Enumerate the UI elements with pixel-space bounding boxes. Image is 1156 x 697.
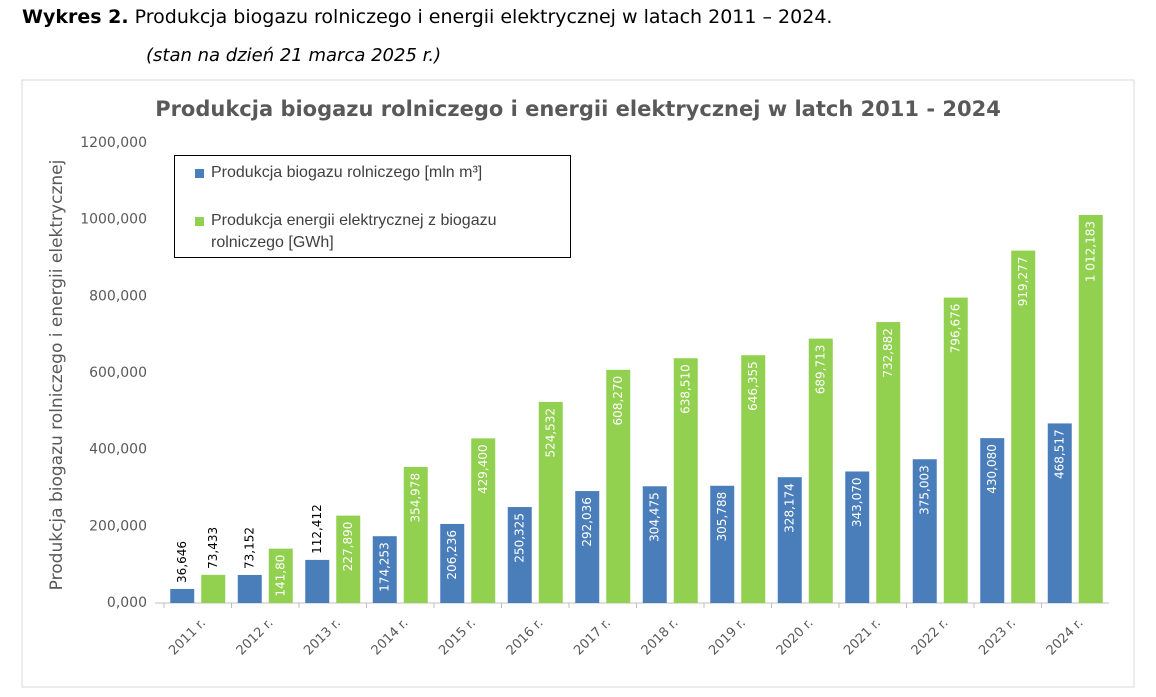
y-tick-label: 1000,000 (80, 212, 147, 228)
legend-swatch (195, 169, 204, 178)
bar (170, 588, 195, 603)
bar (538, 401, 563, 603)
bar (1011, 250, 1036, 604)
bar (507, 507, 532, 603)
bar (741, 355, 766, 603)
bar (336, 515, 361, 603)
bar (845, 471, 870, 603)
y-axis-label: Produkcja biogazu rolniczego i energii e… (47, 160, 67, 591)
legend-label: Produkcja energii elektrycznej z biogazu… (211, 212, 497, 251)
figure-subtitle: (stan na dzień 21 marca 2025 r.) (146, 45, 442, 66)
value-label: 305,788 (715, 492, 729, 542)
value-label: 206,236 (445, 530, 459, 580)
bar (642, 486, 667, 603)
bar (606, 369, 631, 603)
bar (1078, 214, 1103, 603)
value-label: 73,152 (242, 527, 256, 569)
bar (980, 438, 1005, 603)
value-label: 354,978 (408, 473, 422, 523)
bar (403, 466, 428, 603)
bar (876, 322, 901, 603)
value-label: 524,532 (543, 408, 557, 458)
value-label: 73,433 (206, 527, 220, 569)
y-tick-label: 200,000 (89, 518, 147, 534)
value-label: 250,325 (512, 513, 526, 563)
value-label: 689,713 (813, 345, 827, 395)
value-label: 227,890 (341, 522, 355, 572)
chart-title: Produkcja biogazu rolniczego i energii e… (155, 97, 1001, 121)
bar (440, 523, 465, 603)
legend-label: Produkcja biogazu rolniczego [mln m³] (211, 164, 483, 181)
value-label: 429,400 (476, 444, 490, 494)
legend-entry: Produkcja energii elektrycznej z biogazu… (195, 210, 541, 254)
legend: Produkcja biogazu rolniczego [mln m³] Pro… (174, 155, 571, 258)
header: Wykres 2. Produkcja biogazu rolniczego i… (22, 6, 832, 28)
value-label: 343,070 (850, 477, 864, 527)
bar (912, 459, 937, 603)
value-label: 732,882 (881, 328, 895, 378)
y-tick-label: 800,000 (89, 288, 147, 304)
figure-title: Produkcja biogazu rolniczego i energii e… (134, 6, 833, 28)
value-label: 1 012,183 (1083, 221, 1097, 282)
y-tick-label: 1200,000 (80, 135, 147, 151)
value-label: 638,510 (678, 364, 692, 414)
legend-entry: Produkcja biogazu rolniczego [mln m³] (195, 162, 541, 184)
bar (305, 559, 330, 603)
value-label: 608,270 (611, 376, 625, 426)
value-label: 174,253 (377, 542, 391, 592)
bar (471, 438, 496, 603)
bar (372, 536, 397, 603)
value-label: 292,036 (580, 497, 594, 547)
bar (808, 338, 833, 603)
value-label: 468,517 (1052, 429, 1066, 479)
y-tick-label: 0,000 (107, 595, 147, 611)
value-label: 796,676 (948, 304, 962, 354)
value-label: 112,412 (310, 504, 324, 554)
bar (575, 491, 600, 603)
value-label: 375,003 (917, 465, 931, 515)
legend-swatch (195, 217, 204, 226)
bar (710, 485, 735, 603)
bar (201, 574, 226, 603)
value-label: 919,277 (1016, 257, 1030, 307)
bar (777, 477, 802, 603)
value-label: 430,080 (985, 444, 999, 494)
value-label: 304,475 (647, 492, 661, 542)
value-label: 141,80 (273, 555, 287, 597)
bar (943, 297, 968, 603)
bar (268, 548, 293, 603)
value-label: 328,174 (782, 483, 796, 533)
y-tick-label: 600,000 (89, 365, 147, 381)
value-label: 36,646 (175, 541, 189, 583)
bar (1047, 423, 1072, 603)
bar (673, 358, 698, 603)
figure-label: Wykres 2. (22, 6, 129, 28)
bar (237, 574, 262, 603)
value-label: 646,355 (746, 361, 760, 411)
y-tick-label: 400,000 (89, 442, 147, 458)
